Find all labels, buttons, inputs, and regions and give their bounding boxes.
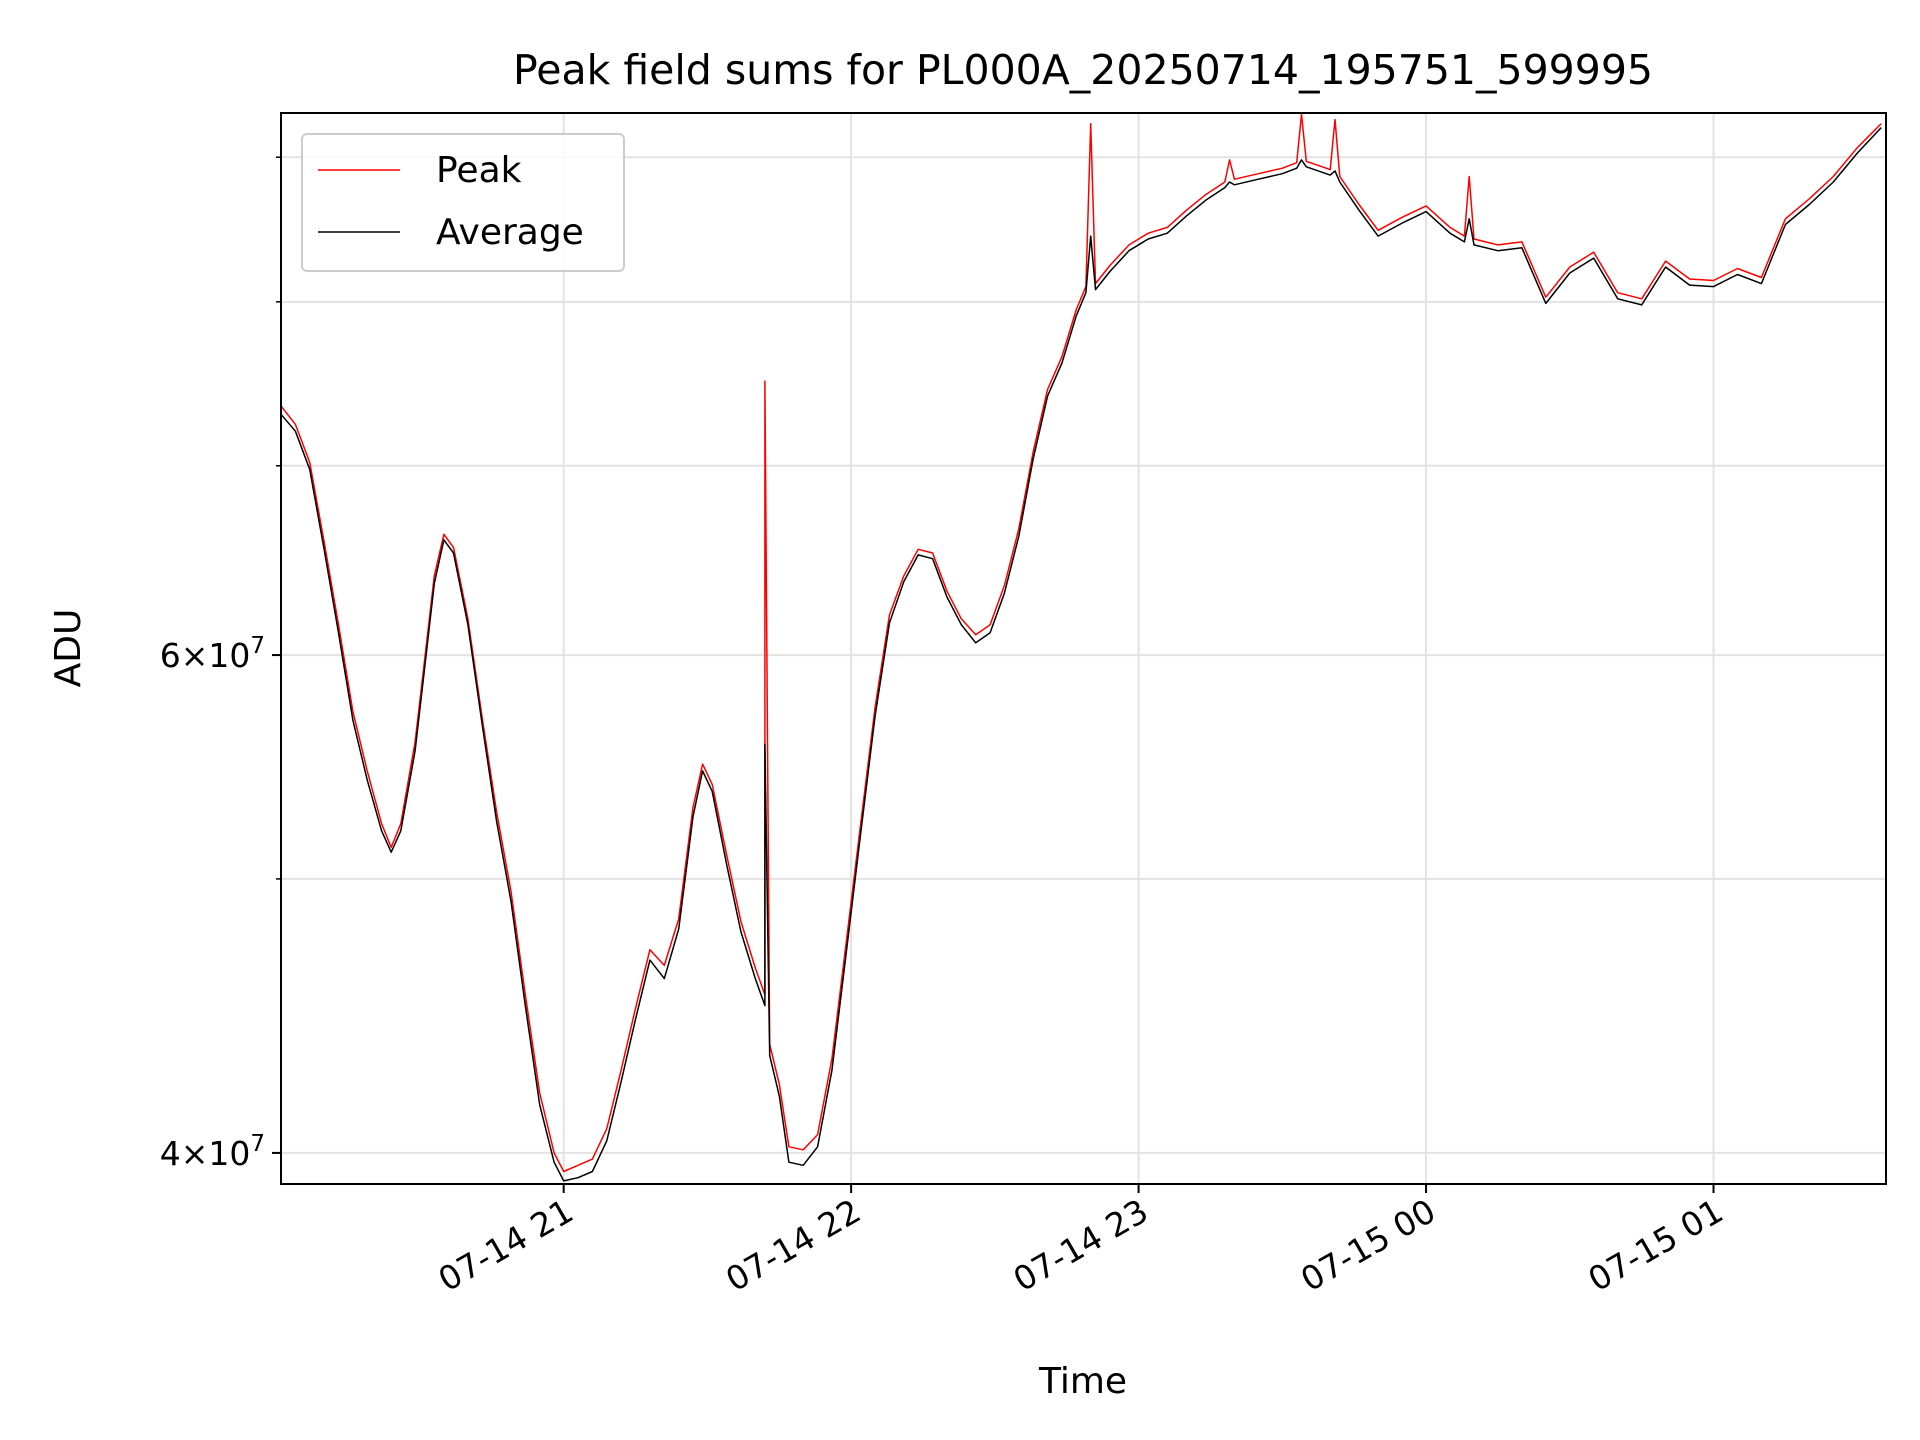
- y-axis-label: ADU: [48, 609, 89, 688]
- grid: [281, 113, 1886, 1184]
- x-axis-label: Time: [1038, 1361, 1127, 1402]
- legend-label-average: Average: [436, 212, 584, 253]
- series-line-average: [280, 127, 1882, 1182]
- chart-title: Peak field sums for PL000A_20250714_1957…: [513, 46, 1653, 94]
- y-tick-base: 10: [208, 1134, 250, 1173]
- y-tick-times: ×: [181, 1134, 209, 1173]
- legend-label-peak: Peak: [436, 150, 522, 191]
- y-tick-base: 10: [208, 636, 250, 675]
- legend: Peak Average: [301, 133, 625, 272]
- series-lines: [280, 113, 1882, 1182]
- y-tick-label: 6×107: [160, 633, 265, 675]
- plot-background: [281, 113, 1886, 1184]
- y-tick-label: 4×107: [160, 1131, 265, 1173]
- series-line-peak: [280, 113, 1882, 1173]
- legend-box: [301, 133, 625, 272]
- y-tick-mantissa: 4: [160, 1134, 181, 1173]
- y-tick-exponent: 7: [250, 1131, 265, 1157]
- plot-frame: [280, 112, 1887, 1185]
- y-tick-exponent: 7: [250, 633, 265, 659]
- y-tick-times: ×: [181, 636, 209, 675]
- y-tick-mantissa: 6: [160, 636, 181, 675]
